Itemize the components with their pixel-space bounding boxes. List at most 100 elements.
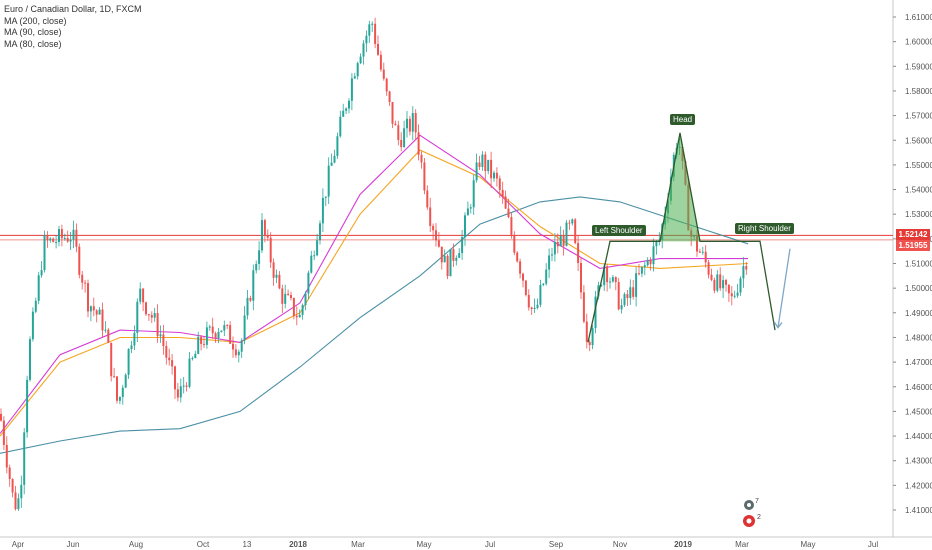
candle-body (87, 283, 89, 312)
candle-body (420, 154, 423, 163)
candle-body (313, 255, 316, 257)
candle-body (530, 307, 533, 309)
candle-body (397, 125, 400, 140)
candles (0, 17, 748, 511)
candle-body (568, 222, 571, 224)
candle-body (66, 237, 69, 242)
logo-badge[interactable]: 7 2 (742, 497, 764, 533)
candle-body (84, 282, 87, 284)
y-tick-label: 1.51000 (905, 260, 932, 269)
candle-body (574, 219, 577, 244)
logo-badge-bottom: 2 (757, 514, 761, 521)
candle-body (577, 243, 580, 264)
candle-body (240, 340, 243, 352)
candle-body (176, 389, 179, 398)
candle-body (406, 118, 408, 129)
y-tick-label: 1.53000 (905, 210, 932, 219)
candle-body (556, 242, 559, 247)
candle-body (324, 196, 327, 198)
candle-body (284, 293, 287, 304)
candle-body (263, 220, 266, 236)
candle-body (379, 54, 382, 70)
candle-body (722, 280, 725, 289)
candle-body (258, 250, 261, 264)
y-tick-label: 1.43000 (905, 457, 932, 466)
x-tick-label: Aug (129, 540, 143, 549)
candle-body (713, 279, 716, 291)
candle-body (211, 326, 214, 334)
head-shoulders-pattern[interactable] (587, 132, 776, 343)
y-tick-label: 1.58000 (905, 87, 932, 96)
annotation-right-shoulder: Right Shoulder (735, 223, 794, 234)
candle-body (220, 330, 223, 332)
candle-body (278, 274, 281, 289)
logo-badge-top: 7 (755, 498, 759, 505)
candle-body (382, 69, 385, 79)
candle-body (359, 56, 362, 64)
x-tick-label: Oct (197, 540, 210, 549)
candle-body (611, 277, 614, 282)
candle-body (98, 309, 101, 315)
candle-body (69, 239, 72, 242)
candle-body (432, 225, 435, 231)
projection-arrow[interactable] (777, 248, 791, 328)
head-fill (660, 132, 700, 242)
candle-body (417, 132, 420, 155)
candle-body (333, 155, 336, 163)
candle-body (20, 484, 23, 499)
candle-body (136, 301, 139, 333)
candle-body (727, 284, 730, 294)
candle-body (8, 467, 11, 480)
candle-body (736, 292, 739, 296)
candle-body (130, 345, 133, 350)
candle-body (127, 349, 130, 375)
candle-body (153, 313, 156, 318)
candle-body (203, 343, 205, 345)
candle-body (394, 123, 397, 126)
candle-body (493, 172, 495, 179)
candle-body (545, 269, 548, 284)
candle-body (110, 342, 113, 377)
candle-body (449, 249, 452, 277)
candle-body (411, 113, 414, 132)
candle-body (350, 78, 353, 101)
x-tick-label: Jul (485, 540, 495, 549)
candle-body (234, 349, 237, 356)
candle-body (14, 492, 17, 510)
candle-body (646, 260, 649, 266)
x-tick-label: Apr (12, 540, 25, 549)
candle-body (304, 293, 307, 306)
candle-body (321, 197, 324, 224)
candle-body (81, 274, 84, 283)
x-tick-label: Jul (868, 540, 878, 549)
candle-body (139, 288, 142, 302)
candle-body (443, 255, 446, 263)
candle-body (261, 220, 263, 251)
candle-body (466, 208, 469, 216)
candle-body (475, 162, 478, 181)
candle-body (118, 396, 121, 401)
candle-body (31, 311, 34, 340)
symbol-title: Euro / Canadian Dollar, 1D, FXCM (4, 4, 142, 14)
candle-body (292, 298, 295, 316)
candle-body (5, 444, 8, 468)
candle-body (345, 108, 348, 111)
candle-body (342, 110, 345, 117)
candle-body (330, 162, 333, 166)
y-tick-label: 1.49000 (905, 309, 932, 318)
candle-body (426, 190, 429, 208)
candle-body (640, 266, 643, 274)
candle-body (63, 237, 66, 239)
candle-body (17, 498, 20, 510)
candle-body (133, 332, 136, 346)
x-tick-label: Sep (549, 540, 564, 549)
candle-body (495, 172, 498, 179)
candle-body (655, 241, 658, 247)
candle-body (437, 240, 440, 247)
candle-body (101, 309, 104, 331)
candle-body (551, 254, 553, 256)
candle-body (226, 325, 229, 327)
candle-body (600, 285, 603, 287)
candle-body (565, 222, 568, 246)
